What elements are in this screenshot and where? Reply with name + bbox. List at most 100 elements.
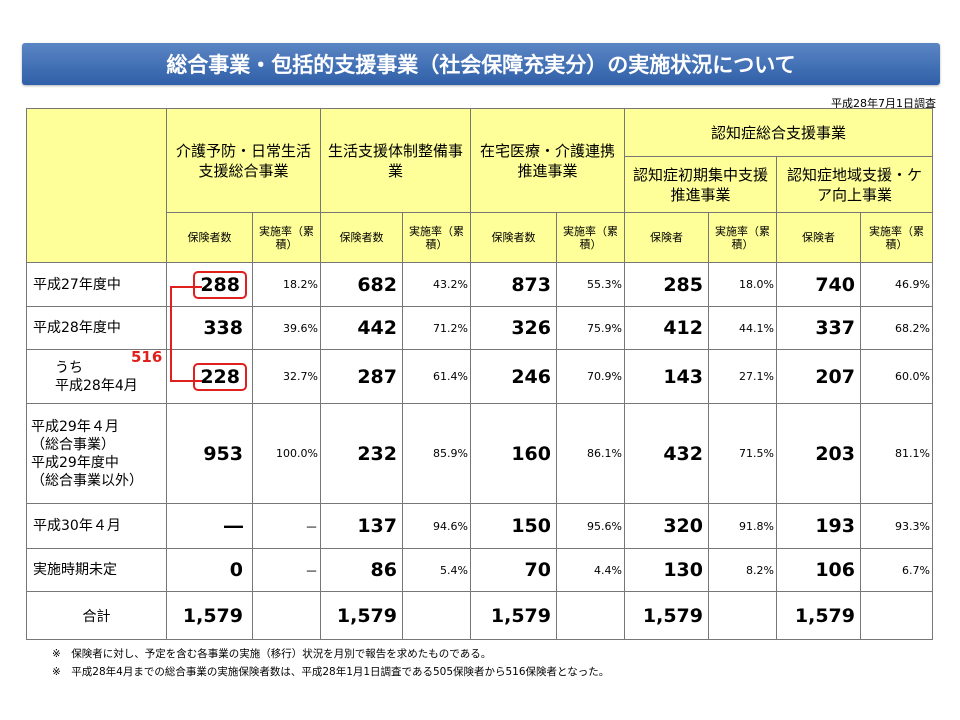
rate-cell: 100.0% bbox=[252, 403, 321, 504]
rate-cell: 85.9% bbox=[402, 403, 471, 504]
count-cell: 207 bbox=[776, 349, 861, 404]
rate-cell: 46.9% bbox=[860, 262, 933, 307]
rate-cell: 43.2% bbox=[402, 262, 471, 307]
rate-cell: 68.2% bbox=[860, 306, 933, 350]
table-row: うち 平成28年4月 228 32.7% 287 61.4% 246 70.9%… bbox=[26, 349, 933, 404]
row-label-line: （総合事業） bbox=[31, 436, 115, 453]
rate-cell: 5.4% bbox=[402, 548, 471, 592]
rate-cell: 55.3% bbox=[556, 262, 625, 307]
count-cell: 232 bbox=[320, 403, 403, 504]
row-label: 合計 bbox=[26, 591, 167, 640]
survey-date: 平成28年7月1日調査 bbox=[831, 97, 936, 110]
table-row: 平成28年度中 338 39.6% 442 71.2% 326 75.9% 41… bbox=[26, 306, 933, 350]
count-cell: 285 bbox=[624, 262, 709, 307]
row-label: 実施時期未定 bbox=[26, 548, 167, 592]
row-label-line: 平成29年度中 bbox=[31, 454, 119, 471]
status-table: 介護予防・日常生活支援総合事業 生活支援体制整備事業 在宅医療・介護連携推進事業… bbox=[26, 108, 933, 640]
header-zaitaku-iryo: 在宅医療・介護連携推進事業 bbox=[470, 108, 625, 213]
count-cell: 338 bbox=[166, 306, 253, 350]
count-cell: 682 bbox=[320, 262, 403, 307]
table-row: 平成30年４月 ― － 137 94.6% 150 95.6% 320 91.8… bbox=[26, 503, 933, 549]
rate-cell: 4.4% bbox=[556, 548, 625, 592]
annotation-516: 516 bbox=[131, 348, 163, 366]
subheader-count: 保険者数 bbox=[470, 212, 557, 263]
rate-cell: － bbox=[252, 548, 321, 592]
count-cell: 143 bbox=[624, 349, 709, 404]
subheader-rate: 実施率（累積） bbox=[708, 212, 777, 263]
count-cell: 86 bbox=[320, 548, 403, 592]
rate-cell: 8.2% bbox=[708, 548, 777, 592]
count-cell: 106 bbox=[776, 548, 861, 592]
corner-header-cell bbox=[26, 108, 167, 263]
rate-cell bbox=[252, 591, 321, 640]
count-cell: 1,579 bbox=[320, 591, 403, 640]
count-cell: 130 bbox=[624, 548, 709, 592]
rate-cell: 18.0% bbox=[708, 262, 777, 307]
count-cell: 412 bbox=[624, 306, 709, 350]
rate-cell bbox=[708, 591, 777, 640]
row-label: 平成27年度中 bbox=[26, 262, 167, 307]
highlight-box: 288 bbox=[193, 270, 247, 299]
rate-cell: 94.6% bbox=[402, 503, 471, 549]
row-label: 平成30年４月 bbox=[26, 503, 167, 549]
count-cell: 953 bbox=[166, 403, 253, 504]
table-row-total: 合計 1,579 1,579 1,579 1,579 1,579 bbox=[26, 591, 933, 640]
count-cell: 137 bbox=[320, 503, 403, 549]
subheader-count: 保険者数 bbox=[166, 212, 253, 263]
subheader-rate: 実施率（累積） bbox=[252, 212, 321, 263]
count-cell: 320 bbox=[624, 503, 709, 549]
row-label: 平成29年４月 （総合事業） 平成29年度中 （総合事業以外） bbox=[26, 403, 167, 504]
count-cell: 1,579 bbox=[624, 591, 709, 640]
rate-cell: 39.6% bbox=[252, 306, 321, 350]
page-title: 総合事業・包括的支援事業（社会保障充実分）の実施状況について bbox=[166, 53, 796, 77]
rate-cell: 32.7% bbox=[252, 349, 321, 404]
count-cell: 1,579 bbox=[776, 591, 861, 640]
rate-cell: 60.0% bbox=[860, 349, 933, 404]
rate-cell: 71.5% bbox=[708, 403, 777, 504]
rate-cell bbox=[556, 591, 625, 640]
count-cell: 326 bbox=[470, 306, 557, 350]
count-cell: 228 bbox=[166, 349, 253, 404]
row-label-line: 平成28年4月 bbox=[55, 377, 138, 394]
count-cell: ― bbox=[166, 503, 253, 549]
count-cell: 0 bbox=[166, 548, 253, 592]
footnote-1: ※ 保険者に対し、予定を含む各事業の実施（移行）状況を月別で報告を求めたものであ… bbox=[52, 648, 492, 660]
count-cell: 193 bbox=[776, 503, 861, 549]
rate-cell bbox=[402, 591, 471, 640]
count-cell: 203 bbox=[776, 403, 861, 504]
row-label: 平成28年度中 bbox=[26, 306, 167, 350]
header-ninchisho-group: 認知症総合支援事業 bbox=[624, 108, 933, 157]
rate-cell: 86.1% bbox=[556, 403, 625, 504]
rate-cell: 75.9% bbox=[556, 306, 625, 350]
rate-cell: 81.1% bbox=[860, 403, 933, 504]
table-row: 平成27年度中 288 18.2% 682 43.2% 873 55.3% 28… bbox=[26, 262, 933, 307]
count-cell: 337 bbox=[776, 306, 861, 350]
count-cell: 873 bbox=[470, 262, 557, 307]
count-cell: 150 bbox=[470, 503, 557, 549]
rate-cell: 61.4% bbox=[402, 349, 471, 404]
highlight-bracket bbox=[170, 286, 202, 382]
header-seikatsu-shien: 生活支援体制整備事業 bbox=[320, 108, 471, 213]
count-cell: 246 bbox=[470, 349, 557, 404]
highlight-box: 228 bbox=[193, 362, 247, 391]
rate-cell: 93.3% bbox=[860, 503, 933, 549]
header-ninchisho-shoki: 認知症初期集中支援推進事業 bbox=[624, 156, 777, 213]
subheader-count: 保険者 bbox=[776, 212, 861, 263]
count-cell: 287 bbox=[320, 349, 403, 404]
rate-cell: 44.1% bbox=[708, 306, 777, 350]
footnote-2: ※ 平成28年4月までの総合事業の実施保険者数は、平成28年1月1日調査である5… bbox=[52, 666, 610, 678]
count-cell: 160 bbox=[470, 403, 557, 504]
row-label: うち 平成28年4月 bbox=[26, 349, 167, 404]
rate-cell: 18.2% bbox=[252, 262, 321, 307]
table-row: 平成29年４月 （総合事業） 平成29年度中 （総合事業以外） 953 100.… bbox=[26, 403, 933, 504]
rate-cell: － bbox=[252, 503, 321, 549]
subheader-count: 保険者 bbox=[624, 212, 709, 263]
header-sogo-jigyo: 介護予防・日常生活支援総合事業 bbox=[166, 108, 321, 213]
subheader-rate: 実施率（累積） bbox=[556, 212, 625, 263]
count-cell: 442 bbox=[320, 306, 403, 350]
table-row: 実施時期未定 0 － 86 5.4% 70 4.4% 130 8.2% 106 … bbox=[26, 548, 933, 592]
rate-cell: 6.7% bbox=[860, 548, 933, 592]
rate-cell: 95.6% bbox=[556, 503, 625, 549]
subheader-count: 保険者数 bbox=[320, 212, 403, 263]
row-label-line: うち bbox=[55, 359, 83, 376]
